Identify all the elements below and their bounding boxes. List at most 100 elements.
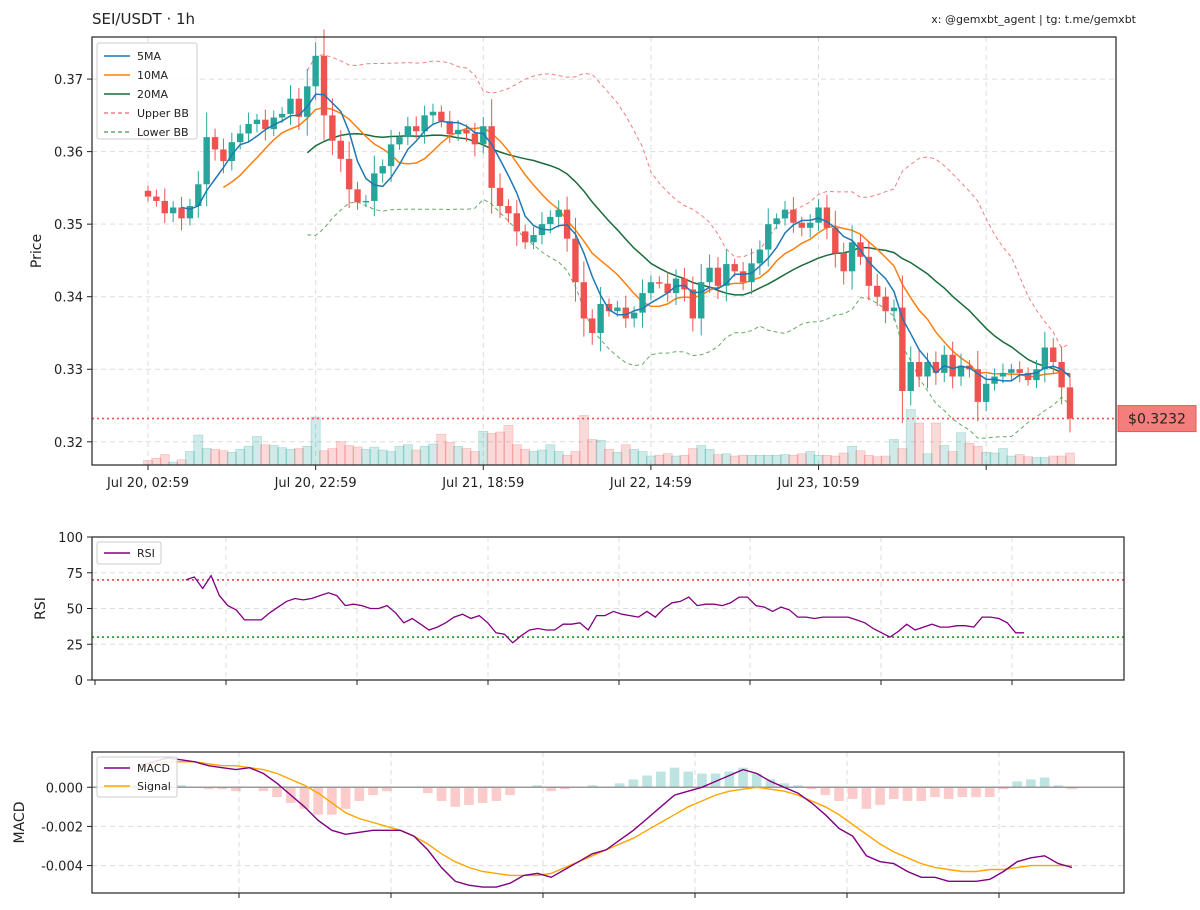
rsi-ytick-label: 0 xyxy=(75,674,83,689)
price-xtick-label: Jul 20, 02:59 xyxy=(106,476,189,491)
price-ytick-label: 0.34 xyxy=(54,291,83,306)
macd-histogram-bar xyxy=(587,785,598,788)
candle-body xyxy=(865,256,873,286)
candle-body xyxy=(278,113,286,118)
candle-body xyxy=(169,207,177,214)
volume-bar xyxy=(654,454,665,466)
volume-bar xyxy=(746,454,757,466)
volume-bar xyxy=(486,433,497,466)
volume-bar xyxy=(721,453,732,466)
candle-body xyxy=(505,206,512,214)
price-ytick-label: 0.32 xyxy=(54,436,83,451)
candle-body xyxy=(681,278,688,290)
candle-body xyxy=(287,98,294,114)
volume-bar xyxy=(696,445,707,466)
candle-body xyxy=(530,235,537,243)
volume-bar xyxy=(939,445,950,466)
candle-body xyxy=(413,126,420,132)
volume-bar xyxy=(830,455,841,466)
chart-title: SEI/USDT · 1h xyxy=(92,10,195,28)
volume-bar xyxy=(679,454,690,466)
volume-bar xyxy=(469,451,480,466)
volume-bar xyxy=(201,448,212,466)
macd-histogram-bar xyxy=(368,787,378,796)
candle-body xyxy=(1033,369,1040,381)
macd-histogram-bar xyxy=(902,787,913,801)
volume-bar xyxy=(235,448,246,466)
candle-body xyxy=(312,55,319,87)
macd-histogram-bar xyxy=(656,771,666,788)
candle-body xyxy=(823,207,831,228)
macd-histogram-bar xyxy=(984,787,995,798)
volume-bar xyxy=(604,448,614,466)
candle-body xyxy=(647,282,655,294)
volume-bar xyxy=(260,444,271,466)
rsi-axis-label: RSI xyxy=(33,597,49,620)
volume-bar xyxy=(553,451,564,466)
candle-body xyxy=(354,189,361,203)
price-plot-area xyxy=(92,37,1116,465)
candle-body xyxy=(999,372,1007,377)
macd-histogram-bar xyxy=(1053,785,1064,788)
macd-panel: 0.000 -0.002 -0.004 MACD MACD Signal xyxy=(12,751,1125,898)
candle-body xyxy=(941,354,948,373)
volume-bar xyxy=(838,452,849,466)
price-ytick-label: 0.36 xyxy=(54,146,83,161)
candle-body xyxy=(597,303,604,333)
macd-histogram-bar xyxy=(847,787,858,799)
candle-body xyxy=(915,361,923,377)
volume-bar xyxy=(863,454,874,466)
candle-body xyxy=(765,224,772,250)
rsi-plot-frame xyxy=(91,536,1125,681)
volume-bar xyxy=(327,448,338,466)
volume-bar xyxy=(176,459,187,466)
candle-body xyxy=(689,289,697,319)
macd-histogram-bar xyxy=(299,787,310,809)
volume-bar xyxy=(704,448,715,466)
volume-bar xyxy=(662,453,673,466)
volume-bar xyxy=(822,454,832,466)
macd-plot-frame xyxy=(91,751,1125,894)
volume-bar xyxy=(386,451,396,466)
candle-body xyxy=(304,86,311,117)
volume-bar xyxy=(344,445,355,466)
volume-bar xyxy=(880,455,891,466)
volume-bar xyxy=(671,455,681,466)
volume-bar xyxy=(302,445,313,466)
volume-bar xyxy=(637,451,648,466)
price-legend-label: Upper BB xyxy=(137,107,189,120)
volume-bar xyxy=(1031,457,1042,466)
macd-histogram-bar xyxy=(793,785,803,788)
candle-body xyxy=(781,209,789,219)
candle-body xyxy=(924,361,931,377)
candle-body xyxy=(756,249,764,264)
price-legend-label: Lower BB xyxy=(137,126,189,139)
volume-bar xyxy=(319,450,329,466)
volume-bar xyxy=(922,453,933,466)
macd-histogram-bar xyxy=(1026,779,1036,788)
volume-bar xyxy=(444,442,455,466)
volume-bar xyxy=(813,454,824,466)
volume-bar xyxy=(897,448,908,466)
candle-body xyxy=(203,137,210,185)
lower-bb-line xyxy=(307,198,1071,439)
candle-body xyxy=(513,213,520,232)
candle-body xyxy=(371,173,378,201)
candle-body xyxy=(731,264,738,272)
candle-body xyxy=(446,121,453,135)
macd-histogram-bar xyxy=(313,787,323,815)
volume-bar xyxy=(729,455,740,466)
volume-bar xyxy=(763,454,774,466)
candle-body xyxy=(178,207,185,219)
rsi-legend-label: RSI xyxy=(137,547,155,560)
macd-histogram-bar xyxy=(560,787,570,790)
price-ytick-label: 0.33 xyxy=(54,363,83,378)
price-ytick-label: 0.35 xyxy=(54,218,83,233)
macd-histogram-bar xyxy=(875,787,885,805)
volume-bar xyxy=(780,454,790,466)
volume-bar xyxy=(453,445,464,466)
volume-bar xyxy=(310,416,321,466)
volume-bar xyxy=(989,452,1000,466)
macd-histogram-bar xyxy=(464,787,474,805)
